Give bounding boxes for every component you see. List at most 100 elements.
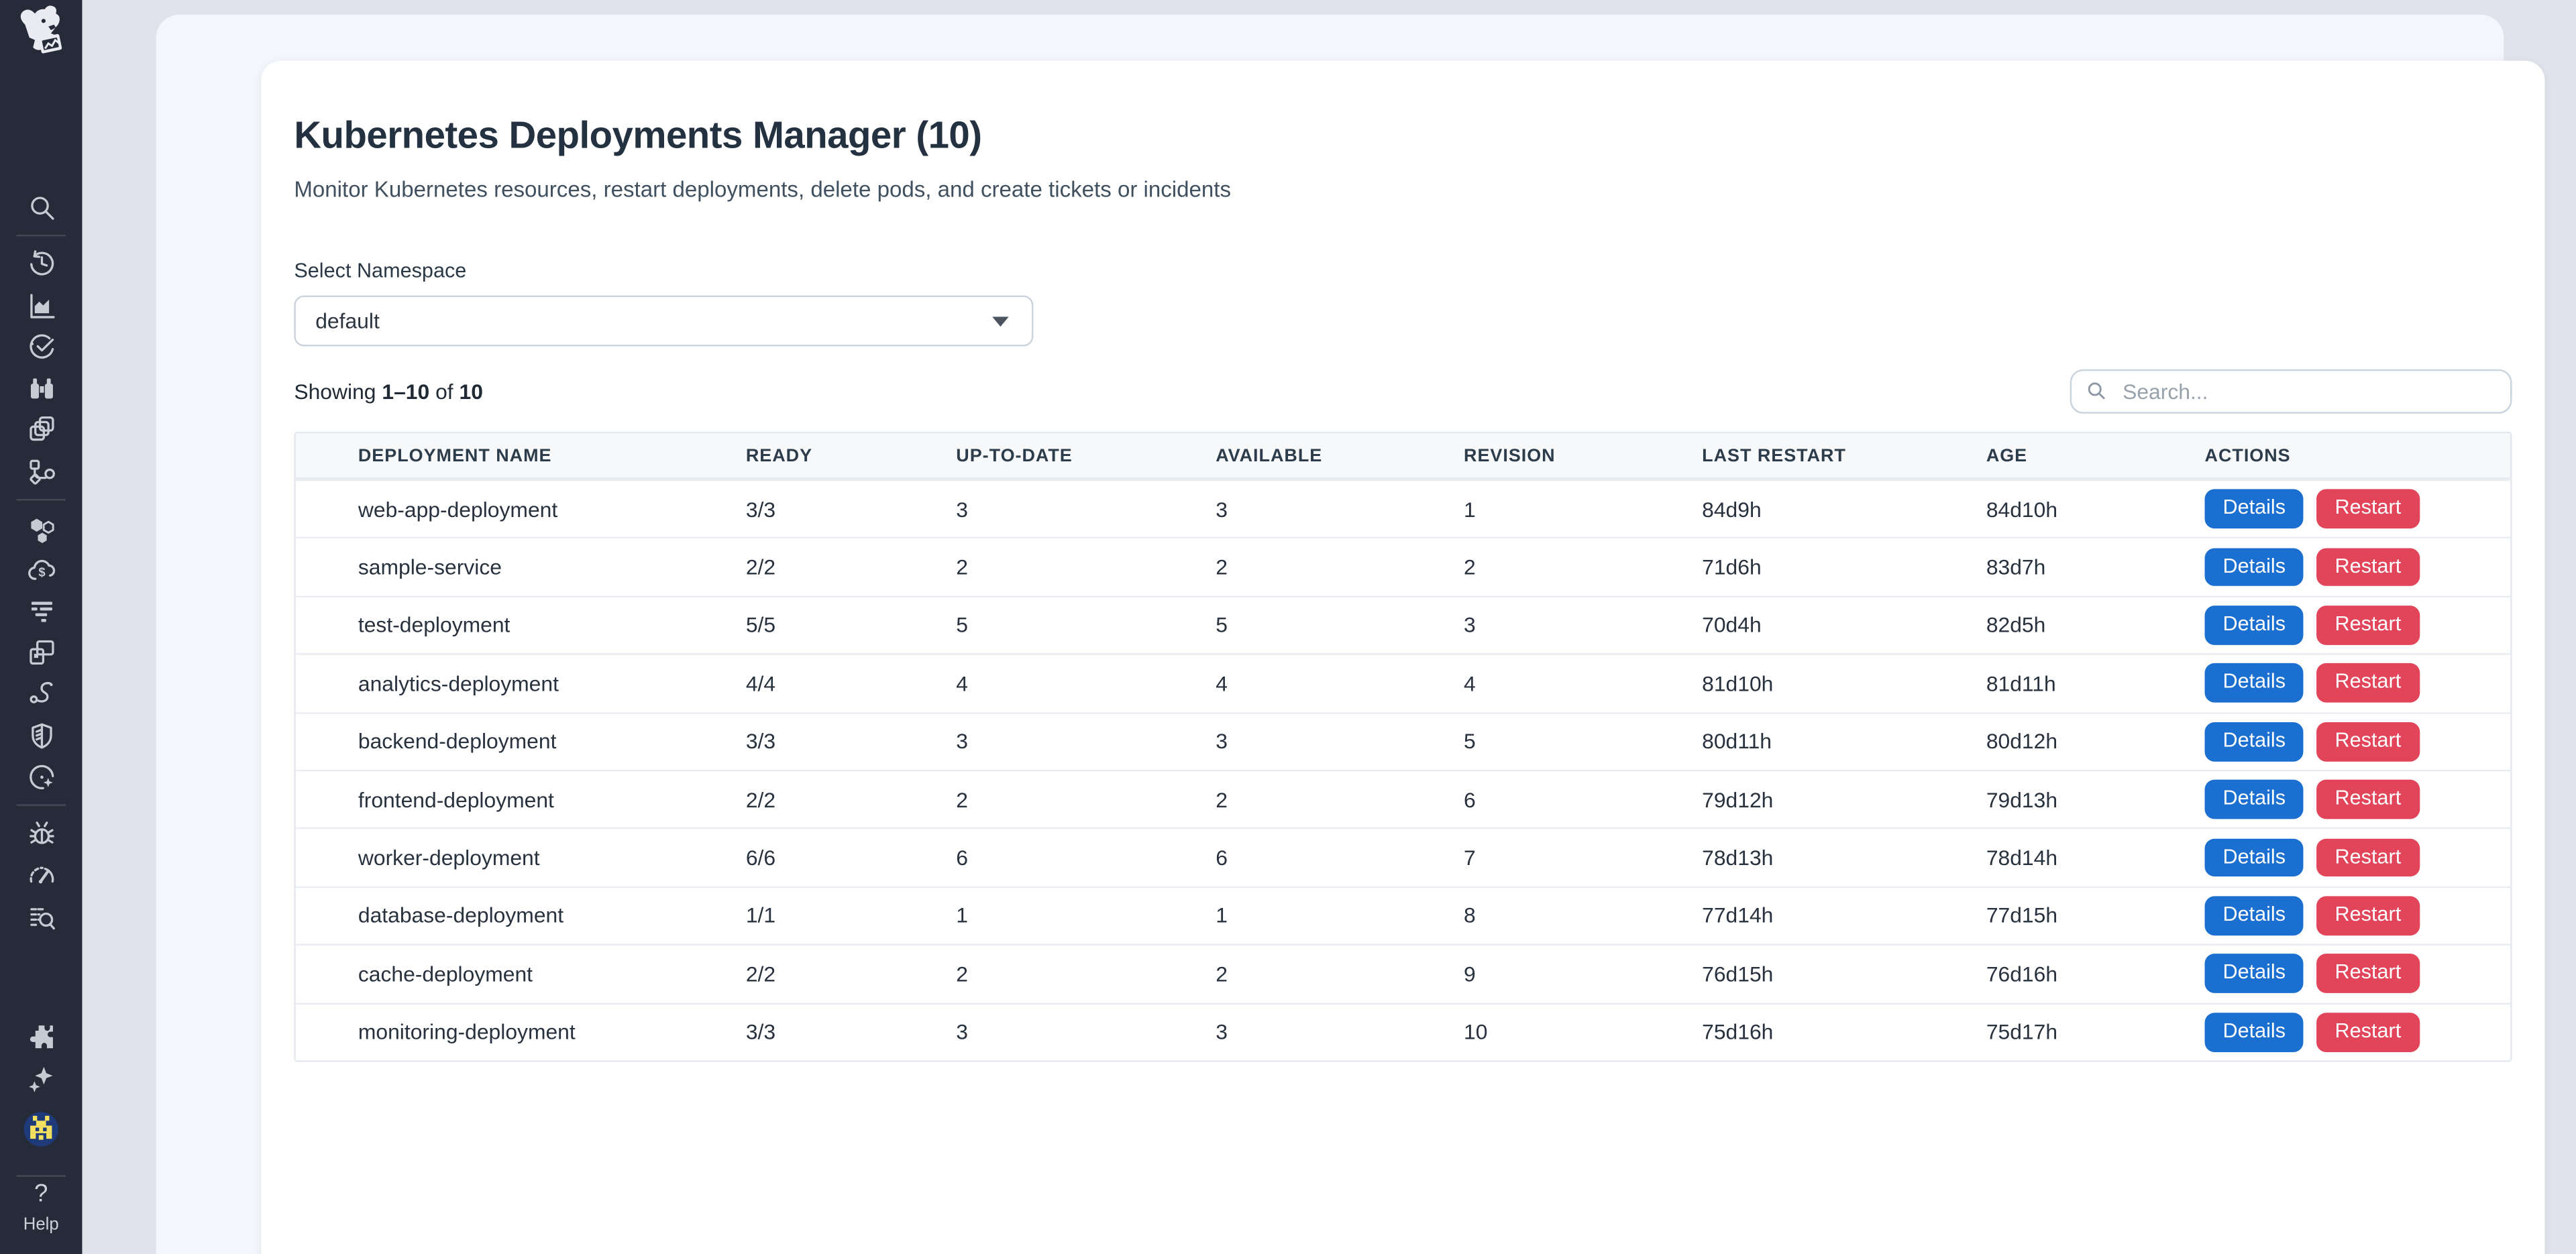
details-button[interactable]: Details <box>2204 490 2304 529</box>
cell-name: worker-deployment <box>358 845 540 870</box>
cell-ready: 5/5 <box>745 613 776 638</box>
namespace-select[interactable]: default <box>294 295 1034 347</box>
sidebar-item-infrastructure-hexagons[interactable] <box>0 509 82 549</box>
column-header-name: DEPLOYMENT NAME <box>358 445 552 465</box>
sidebar-help-button[interactable]: ? Help <box>0 1177 82 1254</box>
sidebar-item-catalog-layers[interactable] <box>0 408 82 448</box>
details-button[interactable]: Details <box>2204 606 2304 645</box>
restart-button[interactable]: Restart <box>2316 722 2420 761</box>
audit-search-icon <box>25 902 57 933</box>
cell-age: 77d15h <box>1986 903 2058 928</box>
search-input[interactable] <box>2070 369 2512 414</box>
security-shield-icon <box>25 720 57 751</box>
cell-last-restart: 80d11h <box>1702 729 1772 754</box>
column-header-age: AGE <box>1986 445 2028 465</box>
cell-up-to-date: 2 <box>956 961 969 986</box>
details-button[interactable]: Details <box>2204 1012 2304 1051</box>
restart-button[interactable]: Restart <box>2316 547 2420 587</box>
restart-button[interactable]: Restart <box>2316 896 2420 935</box>
sidebar-item-error-tracking-bug[interactable] <box>0 814 82 854</box>
sidebar-divider <box>16 1175 66 1177</box>
cell-available: 3 <box>1216 729 1228 754</box>
sidebar-item-bits-ai[interactable] <box>0 1110 82 1149</box>
table-row-frontend-deployment: frontend-deployment 2/2 2 2 6 79d12h 79d13h Det… <box>295 769 2511 828</box>
restart-button[interactable]: Restart <box>2316 1012 2420 1051</box>
cell-revision: 3 <box>1464 613 1476 638</box>
table-row-worker-deployment: worker-deployment 6/6 6 6 7 78d13h 78d14h Detai… <box>295 828 2511 887</box>
sidebar-item-slo-clock[interactable] <box>0 756 82 796</box>
cell-ready: 3/3 <box>745 1019 776 1045</box>
restart-button[interactable]: Restart <box>2316 780 2420 819</box>
cell-up-to-date: 1 <box>956 903 969 928</box>
sidebar-item-history[interactable] <box>0 243 82 282</box>
cell-age: 79d13h <box>1986 787 2058 812</box>
sidebar-item-apm-binoculars[interactable] <box>0 367 82 407</box>
details-button[interactable]: Details <box>2204 547 2304 587</box>
cell-ready: 2/2 <box>745 555 776 580</box>
column-header-up-to-date: UP-TO-DATE <box>956 445 1073 465</box>
cell-actions: Details Restart <box>2204 1012 2511 1051</box>
cell-available: 3 <box>1216 1019 1228 1045</box>
sidebar-item-ai-sparkles[interactable] <box>0 1059 82 1098</box>
sidebar-item-audit-search[interactable] <box>0 898 82 937</box>
sidebar-item-rum-windows[interactable] <box>0 632 82 671</box>
cell-up-to-date: 5 <box>956 613 969 638</box>
details-button[interactable]: Details <box>2204 896 2304 935</box>
cell-up-to-date: 3 <box>956 496 969 522</box>
sidebar-item-cloud-cost[interactable]: $ <box>0 550 82 589</box>
sidebar-item-integrations-puzzle[interactable] <box>0 1016 82 1056</box>
restart-button[interactable]: Restart <box>2316 490 2420 529</box>
details-button[interactable]: Details <box>2204 722 2304 761</box>
details-button[interactable]: Details <box>2204 780 2304 819</box>
table-row-backend-deployment: backend-deployment 3/3 3 3 5 80d11h 80d12h Deta… <box>295 711 2511 770</box>
details-button[interactable]: Details <box>2204 954 2304 994</box>
cell-revision: 2 <box>1464 555 1476 580</box>
cell-age: 82d5h <box>1986 613 2046 638</box>
table-row-database-deployment: database-deployment 1/1 1 1 8 77d14h 77d15h Det… <box>295 886 2511 944</box>
search-box <box>2070 369 2512 414</box>
sidebar-item-synthetics[interactable] <box>0 673 82 713</box>
cell-actions: Details Restart <box>2204 896 2511 935</box>
cell-actions: Details Restart <box>2204 606 2511 645</box>
cell-name: web-app-deployment <box>358 496 558 522</box>
cell-available: 2 <box>1216 555 1228 580</box>
restart-button[interactable]: Restart <box>2316 606 2420 645</box>
cell-age: 76d16h <box>1986 961 2058 986</box>
cell-ready: 2/2 <box>745 787 776 812</box>
sidebar-item-security-shield[interactable] <box>0 716 82 755</box>
sidebar-item-gauge[interactable] <box>0 855 82 895</box>
cell-name: frontend-deployment <box>358 787 554 812</box>
cell-ready: 3/3 <box>745 729 776 754</box>
cell-up-to-date: 6 <box>956 845 969 870</box>
sidebar-item-logs[interactable] <box>0 591 82 630</box>
table-row-analytics-deployment: analytics-deployment 4/4 4 4 4 81d10h 81d11h De… <box>295 653 2511 712</box>
sidebar-item-watchdog-check[interactable] <box>0 327 82 366</box>
restart-button[interactable]: Restart <box>2316 664 2420 703</box>
cell-name: database-deployment <box>358 903 564 928</box>
sidebar-item-service-map[interactable] <box>0 451 82 491</box>
cell-ready: 3/3 <box>745 496 776 522</box>
cell-available: 6 <box>1216 845 1228 870</box>
details-button[interactable]: Details <box>2204 664 2304 703</box>
cell-ready: 2/2 <box>745 961 776 986</box>
cell-last-restart: 76d15h <box>1702 961 1774 986</box>
cell-last-restart: 81d10h <box>1702 671 1774 696</box>
datadog-logo[interactable] <box>11 5 70 64</box>
synthetics-icon <box>25 677 57 709</box>
cell-up-to-date: 3 <box>956 1019 969 1045</box>
sidebar-item-metrics-chart[interactable] <box>0 286 82 325</box>
details-button[interactable]: Details <box>2204 838 2304 878</box>
page-subtitle: Monitor Kubernetes resources, restart de… <box>294 177 1232 203</box>
cell-ready: 6/6 <box>745 845 776 870</box>
sidebar-item-search[interactable] <box>0 187 82 227</box>
cell-up-to-date: 3 <box>956 729 969 754</box>
apm-binoculars-icon <box>25 372 57 403</box>
main-area: Kubernetes Deployments Manager (10) Moni… <box>82 0 2576 1254</box>
sidebar-divider <box>16 235 66 237</box>
cell-revision: 6 <box>1464 787 1476 812</box>
cell-name: analytics-deployment <box>358 671 559 696</box>
restart-button[interactable]: Restart <box>2316 838 2420 878</box>
restart-button[interactable]: Restart <box>2316 954 2420 994</box>
column-header-ready: READY <box>745 445 813 465</box>
